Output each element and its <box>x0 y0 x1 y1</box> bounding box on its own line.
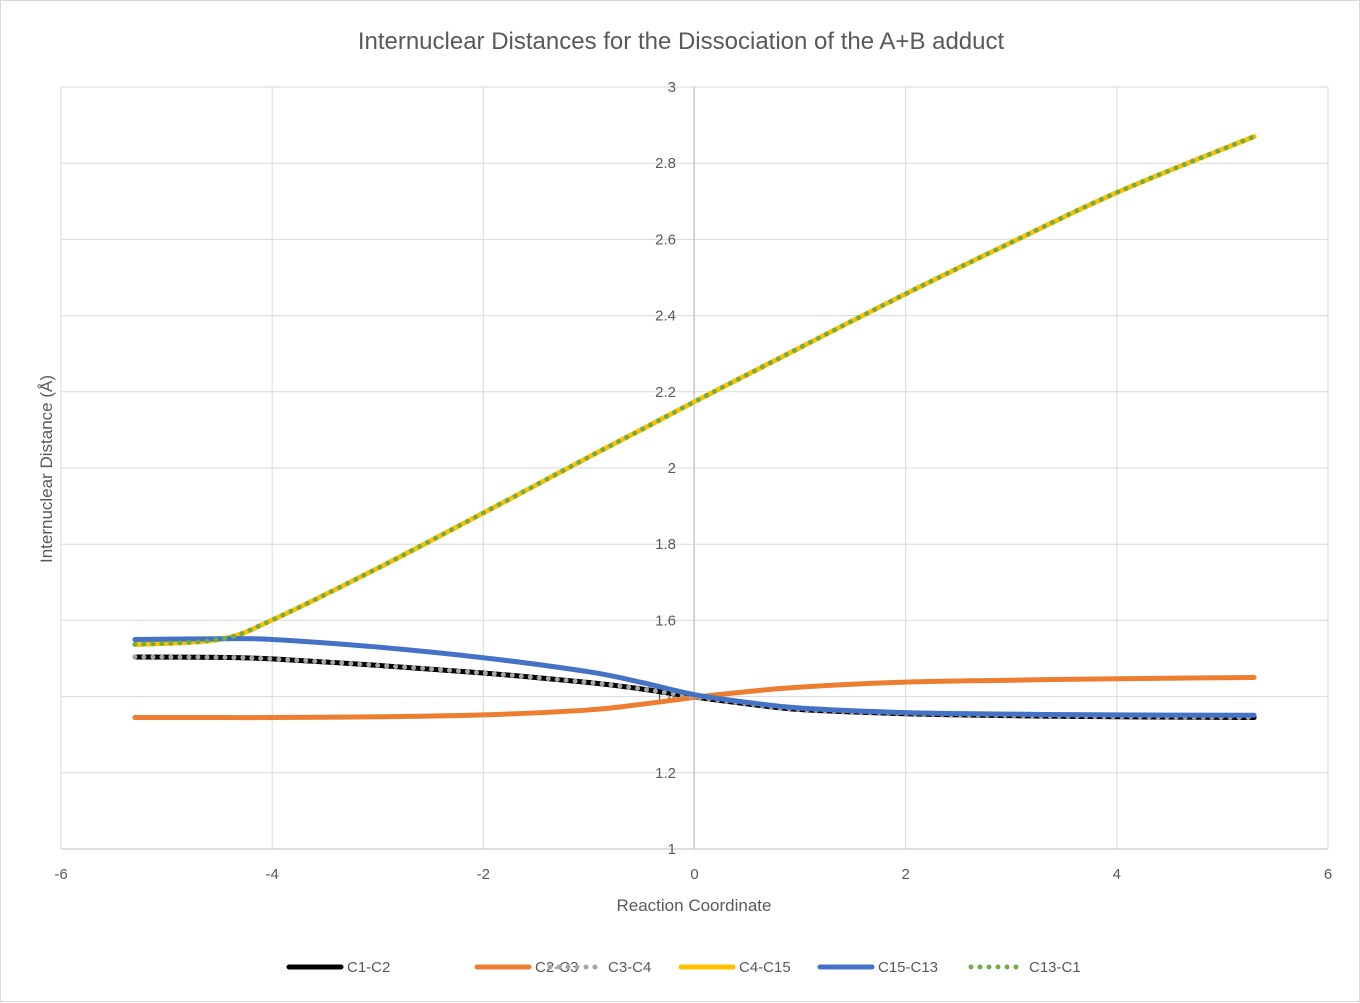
series-line-c15-c13 <box>132 636 1257 718</box>
legend-label: C1-C2 <box>347 959 390 976</box>
y-tick-label: 2.4 <box>655 308 676 325</box>
y-tick-label: 2.2 <box>655 384 676 401</box>
legend: C1-C2 C2-C3 C3-C4 C4-C15 C15-C13 C13-C1 <box>286 959 1081 976</box>
y-tick-label: 2.8 <box>655 155 676 172</box>
x-tick-label: 0 <box>690 866 698 883</box>
y-tick-label: 3 <box>668 79 676 96</box>
x-axis-title: Reaction Coordinate <box>617 896 772 915</box>
y-tick-label: 1.8 <box>655 536 676 553</box>
x-tick-label: 6 <box>1324 866 1332 883</box>
y-tick-label: 2.6 <box>655 231 676 248</box>
y-tick-label: 1.2 <box>655 765 676 782</box>
chart-title: Internuclear Distances for the Dissociat… <box>358 28 1005 55</box>
x-tick-label: -6 <box>54 866 67 883</box>
y-tick-label: 1.6 <box>655 612 676 629</box>
x-tick-label: -2 <box>477 866 490 883</box>
y-tick-label: 2 <box>668 460 676 477</box>
y-tick-label: 1 <box>668 841 676 858</box>
legend-label: C4-C15 <box>739 959 791 976</box>
legend-label: C3-C4 <box>608 959 651 976</box>
legend-label: C13-C1 <box>1029 959 1081 976</box>
x-tick-labels: -6 -4 -2 0 2 4 6 <box>54 866 1332 883</box>
grid <box>60 86 1329 850</box>
series-layer <box>132 134 1257 721</box>
series-line-c2-c3 <box>132 675 1257 721</box>
x-tick-label: -4 <box>265 866 278 883</box>
series-line-c13-c1 <box>132 134 1257 647</box>
y-axis-title: Internuclear Distance (Å) <box>37 375 56 563</box>
x-tick-label: 4 <box>1113 866 1121 883</box>
legend-label: C15-C13 <box>878 959 938 976</box>
x-tick-label: 2 <box>901 866 909 883</box>
